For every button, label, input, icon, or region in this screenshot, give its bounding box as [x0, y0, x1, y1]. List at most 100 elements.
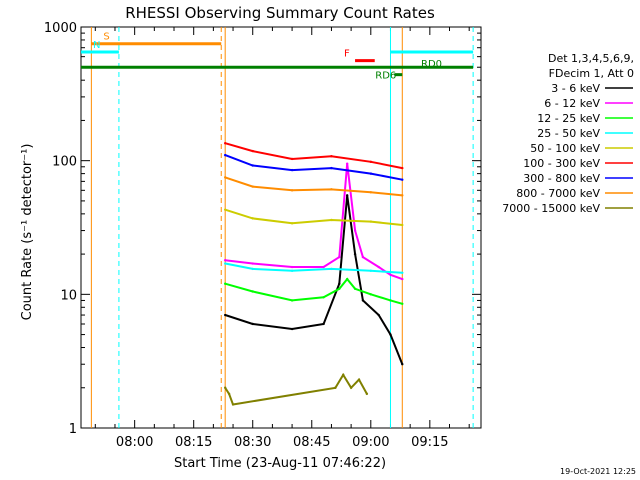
data-point	[290, 222, 294, 225]
data-point	[401, 166, 404, 170]
data-point	[361, 255, 365, 259]
data-point	[342, 373, 345, 377]
x-axis-label: Start Time (23-Aug-11 07:46:22)	[174, 456, 386, 471]
data-point	[401, 363, 404, 366]
data-point	[223, 153, 227, 157]
data-point	[345, 277, 349, 281]
data-point	[330, 188, 333, 191]
legend-label: 7000 - 15000 keV	[502, 202, 600, 215]
data-point	[251, 217, 254, 220]
chart-title: RHESSI Observing Summary Count Rates	[125, 4, 435, 22]
data-point	[223, 262, 227, 265]
series-line	[224, 176, 403, 197]
data-point	[345, 162, 349, 165]
data-point	[223, 386, 227, 389]
data-point	[223, 282, 227, 285]
data-point	[223, 176, 227, 179]
data-point	[369, 172, 372, 175]
y-tick-label: 1	[69, 422, 77, 437]
data-point	[338, 255, 341, 259]
legend-label: 3 - 6 keV	[551, 82, 600, 95]
flag-label: S	[103, 32, 109, 43]
data-point	[290, 299, 294, 302]
flag-label: RD6	[375, 71, 396, 82]
data-point	[251, 185, 254, 188]
y-tick-label: 100	[52, 155, 77, 170]
legend-label: 100 - 300 keV	[523, 157, 600, 170]
data-point	[369, 160, 372, 164]
data-point	[353, 287, 357, 291]
plot-frame	[80, 26, 482, 429]
data-point	[330, 218, 333, 222]
data-point	[353, 229, 357, 232]
series-line	[224, 208, 403, 226]
data-point	[361, 299, 365, 302]
legend: Det 1,3,4,5,6,9, FDecim 1, Att 0 3 - 6 k…	[502, 52, 634, 215]
data-point	[330, 166, 333, 170]
flag-label: F	[344, 49, 350, 60]
legend-label: 6 - 12 keV	[544, 97, 600, 110]
legend-header-2: FDecim 1, Att 0	[549, 67, 634, 80]
data-point	[330, 267, 333, 271]
data-point	[401, 271, 404, 274]
data-point	[357, 378, 361, 381]
data-point	[353, 252, 357, 256]
data-point	[223, 259, 227, 262]
data-point	[290, 168, 294, 172]
data-point	[377, 313, 380, 317]
data-point	[322, 296, 325, 299]
data-point	[369, 220, 372, 223]
legend-label: 25 - 50 keV	[537, 127, 600, 140]
data-point	[389, 333, 392, 336]
data-point	[338, 287, 341, 291]
series-line	[224, 154, 403, 181]
data-point	[251, 149, 254, 153]
series-line	[224, 277, 403, 305]
data-point	[251, 322, 254, 326]
data-point	[369, 293, 372, 296]
data-point	[377, 265, 380, 269]
timestamp: 19-Oct-2021 12:25	[560, 467, 636, 476]
data-point	[389, 273, 392, 277]
legend-header-1: Det 1,3,4,5,6,9,	[548, 52, 634, 65]
legend-label: 12 - 25 keV	[537, 112, 600, 125]
data-point	[290, 327, 294, 331]
data-point	[345, 194, 349, 197]
x-tick-label: 09:00	[352, 435, 389, 450]
series-line	[224, 142, 403, 170]
series-line	[225, 262, 403, 274]
legend-label: 800 - 7000 keV	[516, 187, 600, 200]
data-point	[290, 265, 294, 269]
x-tick-label: 08:00	[116, 435, 153, 450]
data-point	[251, 164, 254, 167]
y-tick-label: 1000	[44, 21, 77, 36]
y-axis-label: Count Rate (s⁻¹ detector⁻¹)	[20, 144, 35, 321]
data-point	[231, 403, 235, 406]
data-point	[401, 302, 404, 305]
y-tick-label: 10	[60, 288, 77, 303]
x-tick-label: 08:30	[234, 435, 271, 450]
data-point	[401, 277, 404, 281]
data-point	[227, 392, 231, 396]
data-point	[223, 313, 227, 317]
data-point	[251, 267, 254, 271]
data-point	[330, 154, 333, 158]
data-point	[338, 282, 341, 285]
data-point	[223, 208, 227, 211]
data-point	[369, 269, 372, 272]
x-tick-label: 08:15	[175, 435, 212, 450]
x-tick-label: 09:15	[411, 435, 448, 450]
data-point	[322, 322, 325, 326]
series-line	[224, 372, 368, 406]
data-point	[365, 392, 369, 396]
data-point	[334, 386, 337, 389]
data-point	[401, 178, 404, 181]
legend-label: 300 - 800 keV	[523, 172, 600, 185]
data-point	[369, 191, 372, 194]
data-point	[251, 290, 254, 293]
data-point	[251, 262, 254, 265]
data-point	[322, 265, 325, 269]
flag-label: N	[93, 40, 100, 51]
x-tick-label: 08:45	[293, 435, 330, 450]
